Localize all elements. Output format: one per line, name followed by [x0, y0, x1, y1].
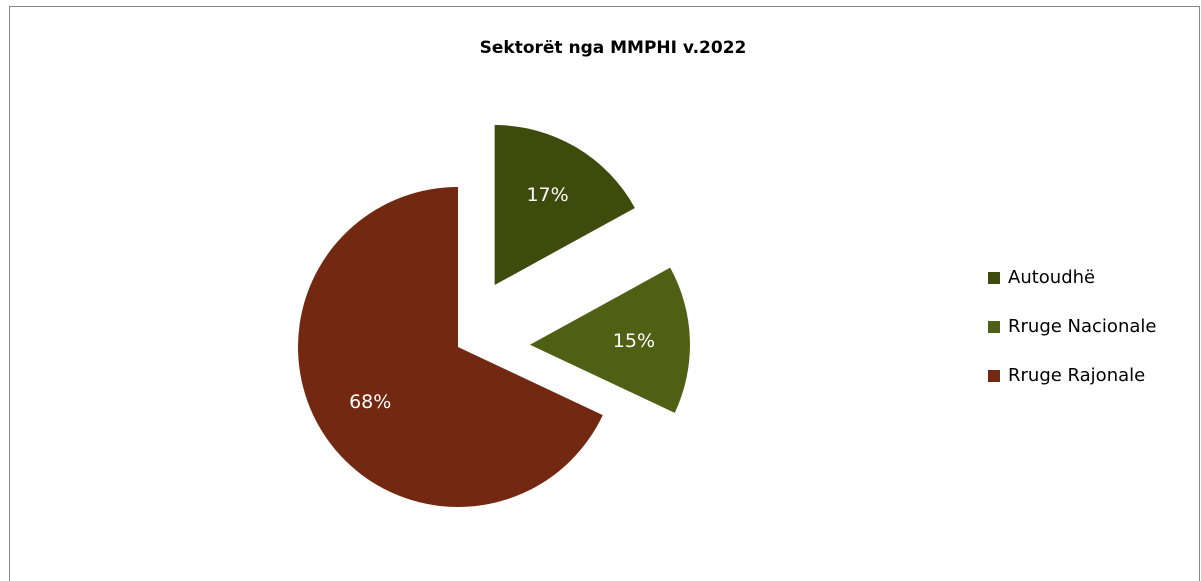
- legend-swatch: [988, 321, 1000, 333]
- pie-slice: [529, 267, 690, 413]
- chart-frame: [9, 6, 1200, 581]
- legend-swatch: [988, 272, 1000, 284]
- legend-label: Rruge Nacionale: [1008, 316, 1156, 337]
- chart-title: Sektorët nga MMPHI v.2022: [480, 38, 747, 58]
- data-label: 15%: [613, 330, 655, 352]
- data-label: 68%: [349, 391, 391, 413]
- legend-label: Autoudhë: [1008, 267, 1095, 288]
- legend-label: Rruge Rajonale: [1008, 365, 1145, 386]
- data-label: 17%: [526, 184, 568, 206]
- pie-slice: [494, 125, 635, 286]
- legend-swatch: [988, 370, 1000, 382]
- pie-slice: [298, 187, 603, 508]
